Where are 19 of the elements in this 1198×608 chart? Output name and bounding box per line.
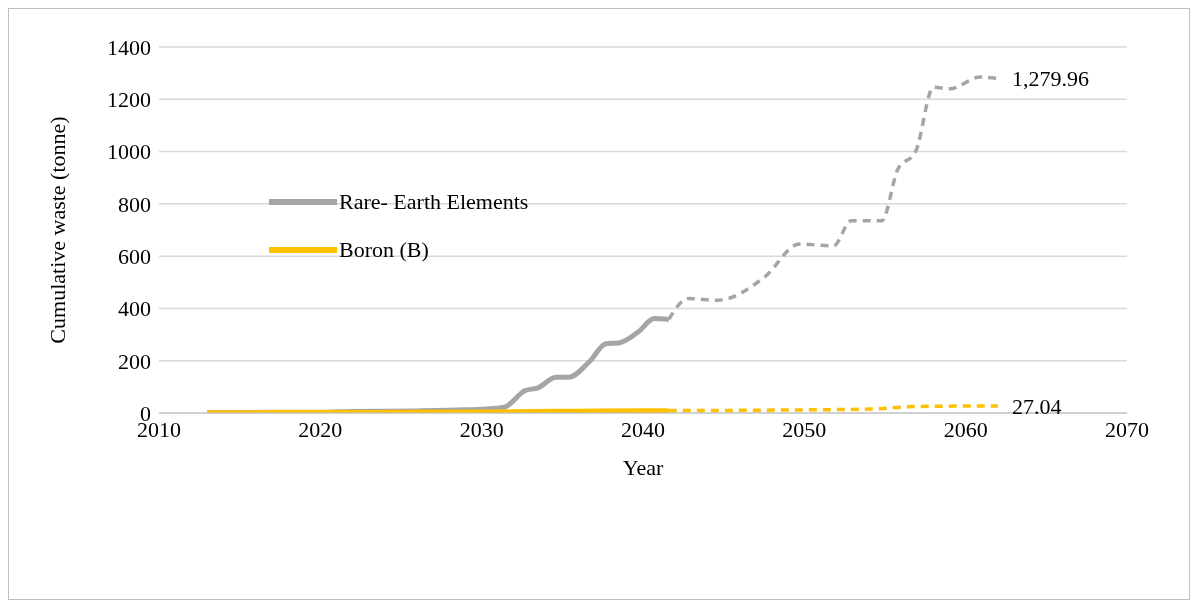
y-tick-label: 1200: [107, 87, 151, 113]
annotation: 27.04: [1011, 393, 1062, 419]
x-axis-title: Year: [622, 455, 664, 480]
y-axis-title: Cumulative waste (tonne): [44, 116, 70, 344]
y-tick-label: 1000: [107, 139, 151, 165]
y-tick-label: 1400: [107, 34, 151, 60]
legend-label: Boron (B): [339, 237, 429, 263]
y-tick-label: 200: [118, 348, 151, 374]
x-tick-label: 2030: [459, 416, 504, 442]
x-tick-label: 2060: [943, 416, 988, 442]
x-tick-label: 2020: [298, 416, 343, 442]
x-tick-label: 2070: [1105, 416, 1149, 442]
x-tick-label: 2040: [621, 416, 665, 442]
annotation: 1,279.96: [1011, 66, 1089, 92]
y-tick-label: 600: [118, 243, 151, 269]
y-tick-label: 800: [118, 191, 151, 217]
x-tick-label: 2050: [782, 416, 827, 442]
y-tick-label: 400: [118, 296, 151, 322]
legend-label: Rare- Earth Elements: [339, 189, 529, 215]
